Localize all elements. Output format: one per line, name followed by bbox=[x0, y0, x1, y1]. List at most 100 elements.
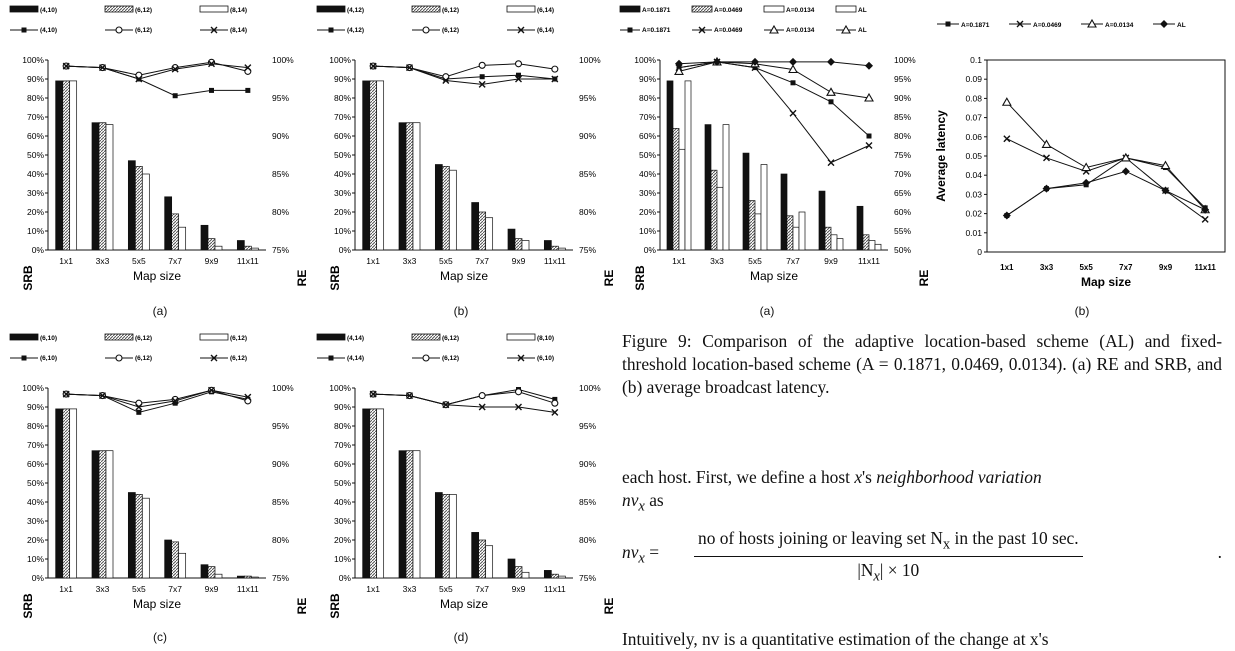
legend-swatch bbox=[619, 5, 641, 13]
bar-series-1 bbox=[164, 539, 173, 579]
y2-tick-label: 90% bbox=[272, 459, 289, 469]
line-point bbox=[713, 57, 721, 66]
y1-tick-label: 60% bbox=[334, 459, 351, 469]
legend-swatch bbox=[316, 333, 346, 341]
y1-axis-label: SRB bbox=[21, 265, 35, 291]
bar-series-2 bbox=[171, 541, 180, 579]
legend-label: (4,14) bbox=[347, 335, 364, 342]
x-tick-label: 7x7 bbox=[786, 256, 800, 266]
y1-tick-label: 50% bbox=[27, 478, 44, 488]
x-tick-label: 3x3 bbox=[403, 256, 417, 266]
x-tick-label: 11x11 bbox=[858, 256, 880, 266]
y1-tick-label: 50% bbox=[334, 478, 351, 488]
line-point bbox=[675, 59, 683, 68]
y2-tick-label: 80% bbox=[579, 535, 596, 545]
bar-series-3 bbox=[754, 213, 762, 251]
y2-tick-label: 90% bbox=[272, 131, 289, 141]
x-tick-label: 5x5 bbox=[748, 256, 762, 266]
y1-tick-label: 90% bbox=[334, 74, 351, 84]
legend-marker bbox=[769, 24, 779, 34]
line-series-3 bbox=[373, 65, 555, 85]
x-tick-label: 9x9 bbox=[205, 584, 219, 594]
legend-label: (6,12) bbox=[442, 355, 459, 362]
x-tick-label: 11x11 bbox=[237, 584, 259, 594]
bar-series-1 bbox=[818, 190, 826, 251]
x-tick-label: 1x1 bbox=[59, 256, 73, 266]
bar-series-1 bbox=[55, 408, 64, 579]
y1-tick-label: 20% bbox=[639, 207, 656, 217]
bar-series-3 bbox=[792, 226, 800, 251]
line-point bbox=[1120, 152, 1131, 162]
legend-marker bbox=[210, 354, 218, 362]
line-point bbox=[790, 80, 796, 86]
legend-label: (6,12) bbox=[135, 355, 152, 362]
x-tick-label: 9x9 bbox=[824, 256, 838, 266]
line-point bbox=[551, 65, 559, 73]
y2-tick-label: 80% bbox=[272, 535, 289, 545]
legend-marker bbox=[210, 26, 218, 34]
y1-tick-label: 30% bbox=[334, 188, 351, 198]
x-tick-label: 9x9 bbox=[205, 256, 219, 266]
y1-tick-label: 10% bbox=[27, 226, 44, 236]
bar-series-1 bbox=[164, 196, 173, 251]
bar-series-2 bbox=[824, 226, 832, 251]
legend-label: (4,12) bbox=[347, 27, 364, 34]
y2-tick-label: 100% bbox=[894, 55, 916, 65]
legend-label: (6,12) bbox=[442, 27, 459, 34]
line-point bbox=[865, 61, 873, 70]
y-tick-label: 0.09 bbox=[965, 74, 982, 84]
x-axis-label: Map size bbox=[1081, 275, 1131, 289]
legend-swatch bbox=[199, 5, 229, 13]
caption-text: Comparison of the adaptive location-base… bbox=[622, 331, 1222, 397]
y1-tick-label: 80% bbox=[27, 421, 44, 431]
bar-series-2 bbox=[243, 575, 252, 579]
line-point bbox=[1201, 205, 1210, 214]
line-point bbox=[245, 87, 251, 93]
y2-tick-label: 85% bbox=[272, 497, 289, 507]
y1-tick-label: 70% bbox=[27, 440, 44, 450]
y1-tick-label: 60% bbox=[639, 131, 656, 141]
y1-axis-label: SRB bbox=[633, 265, 647, 291]
x-tick-label: 11x11 bbox=[544, 584, 566, 594]
y1-tick-label: 50% bbox=[27, 150, 44, 160]
x-tick-label: 7x7 bbox=[475, 256, 489, 266]
bar-series-3 bbox=[69, 80, 78, 251]
line-point bbox=[478, 61, 486, 69]
bar-series-3 bbox=[448, 494, 457, 579]
legend-marker bbox=[115, 354, 123, 362]
legend-swatch bbox=[104, 5, 134, 13]
bar-series-2 bbox=[171, 213, 180, 251]
y2-tick-label: 80% bbox=[894, 131, 911, 141]
y1-tick-label: 0% bbox=[339, 573, 352, 583]
bar-series-3 bbox=[214, 245, 223, 251]
y1-tick-label: 40% bbox=[27, 169, 44, 179]
bar-series-2 bbox=[98, 122, 107, 251]
line-point bbox=[62, 62, 70, 70]
x-axis-label: Map size bbox=[440, 597, 488, 611]
line-point bbox=[244, 64, 252, 72]
line-point bbox=[1042, 184, 1051, 193]
legend-label: (4,14) bbox=[347, 355, 364, 362]
bar-series-3 bbox=[678, 148, 686, 251]
body-paragraph-2: Intuitively, nv is a quantitative estima… bbox=[622, 629, 1049, 649]
y1-tick-label: 20% bbox=[27, 207, 44, 217]
bar-series-3 bbox=[376, 408, 385, 579]
legend-label: (6,12) bbox=[230, 335, 247, 342]
line-point bbox=[136, 409, 142, 415]
line-point bbox=[209, 87, 214, 93]
bar-series-1 bbox=[704, 124, 712, 251]
x-axis-label: Map size bbox=[750, 269, 798, 283]
y2-tick-label: 90% bbox=[579, 459, 596, 469]
bar-series-1 bbox=[127, 160, 136, 251]
line-point bbox=[244, 393, 252, 401]
line-point bbox=[135, 75, 143, 83]
subfigure-label-a1: (a) bbox=[152, 304, 168, 318]
y2-tick-label: 85% bbox=[579, 169, 596, 179]
legend-marker bbox=[21, 355, 27, 361]
legend-label: (8,14) bbox=[230, 27, 247, 34]
x-axis-label: Map size bbox=[440, 269, 488, 283]
bar-series-1 bbox=[362, 408, 371, 579]
y-axis-label: Average latency bbox=[934, 110, 948, 202]
line-point bbox=[1161, 186, 1170, 195]
bar-series-2 bbox=[62, 80, 71, 251]
